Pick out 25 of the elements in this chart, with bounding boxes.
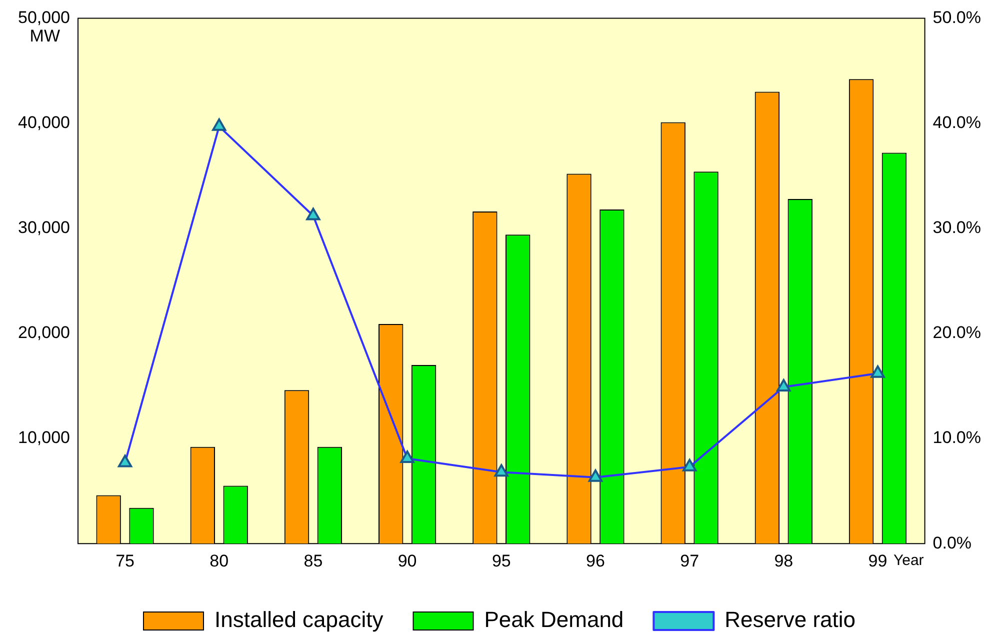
y-tick-label: 20,000 [18,323,70,342]
y-tick-label: 30,000 [18,218,70,238]
y2-tick-label: 0.0% [932,533,972,552]
x-axis-title: Year [893,552,924,570]
y-axis-title: MW [30,26,60,46]
y-tick-label: 50,000 [18,8,70,27]
x-tick-label: 75 [116,551,134,570]
x-tick-label: 95 [492,551,511,570]
legend-label: Peak Demand [484,607,624,632]
legend-label: Reserve ratio [724,607,856,632]
x-tick-label: 97 [680,551,700,570]
y2-tick-label: 30.0% [932,218,981,238]
legend-label: Installed capacity [214,607,384,632]
x-tick-label: 96 [586,551,605,570]
y2-tick-label: 50.0% [932,8,981,27]
x-tick-label: 99 [868,551,888,570]
x-tick-label: 85 [304,551,323,570]
x-tick-label: 98 [774,551,794,570]
y-tick-label: 40,000 [18,112,70,132]
y2-tick-label: 40.0% [932,112,981,132]
x-tick-label: 90 [398,551,417,570]
y2-tick-label: 10.0% [932,428,981,448]
y-tick-label: 10,000 [18,428,70,448]
y2-tick-label: 20.0% [932,323,981,342]
x-tick-label: 80 [210,551,229,570]
